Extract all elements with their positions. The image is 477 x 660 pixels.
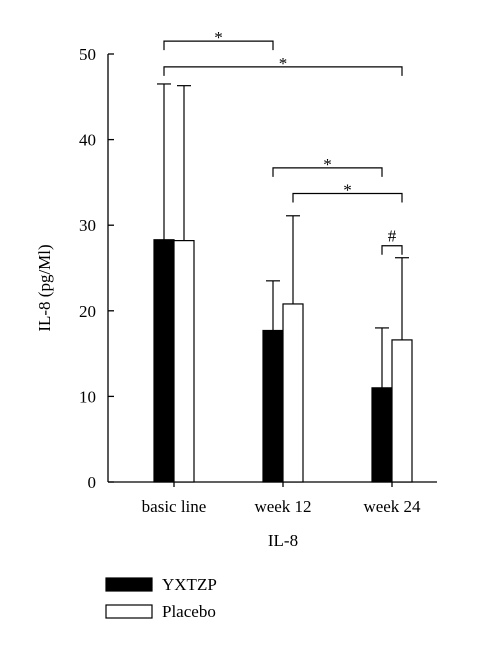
significance-marker: * xyxy=(323,155,332,174)
significance-marker: # xyxy=(388,227,397,246)
significance-bracket xyxy=(163,66,403,76)
y-ticks: 0 10 20 30 40 50 xyxy=(79,45,114,492)
bars xyxy=(153,239,413,483)
legend: YXTZP Placebo xyxy=(105,575,217,621)
y-tick-label: 30 xyxy=(79,216,96,235)
bar-yxtzp xyxy=(371,387,393,483)
x-tick-label: week 24 xyxy=(363,497,421,516)
y-axis-label: IL-8 (pg/Ml) xyxy=(35,244,54,331)
y-tick-label: 40 xyxy=(79,131,96,150)
y-tick-label: 50 xyxy=(79,45,96,64)
legend-swatch-placebo xyxy=(105,604,153,619)
legend-swatch-yxtzp xyxy=(105,577,153,592)
legend-label-yxtzp: YXTZP xyxy=(162,575,217,594)
bar-yxtzp xyxy=(262,329,284,483)
significance-brackets: * * * * # xyxy=(163,28,403,255)
significance-bracket xyxy=(163,40,274,51)
bar-placebo xyxy=(173,240,195,483)
x-axis-label: IL-8 xyxy=(268,531,298,550)
significance-bracket xyxy=(292,192,403,203)
y-tick-label: 0 xyxy=(88,473,97,492)
y-tick-label: 20 xyxy=(79,302,96,321)
legend-label-placebo: Placebo xyxy=(162,602,216,621)
significance-bracket xyxy=(272,167,383,177)
significance-marker: * xyxy=(279,54,288,73)
bar-placebo xyxy=(282,303,304,483)
significance-marker: * xyxy=(343,181,352,200)
x-ticks: basic line week 12 week 24 xyxy=(142,482,421,516)
x-tick-label: basic line xyxy=(142,497,207,516)
error-bars xyxy=(157,83,409,388)
significance-marker: * xyxy=(214,28,223,47)
y-tick-label: 10 xyxy=(79,387,96,406)
significance-bracket xyxy=(381,245,403,255)
bar-placebo xyxy=(391,339,413,483)
x-tick-label: week 12 xyxy=(254,497,311,516)
bar-yxtzp xyxy=(153,239,175,483)
